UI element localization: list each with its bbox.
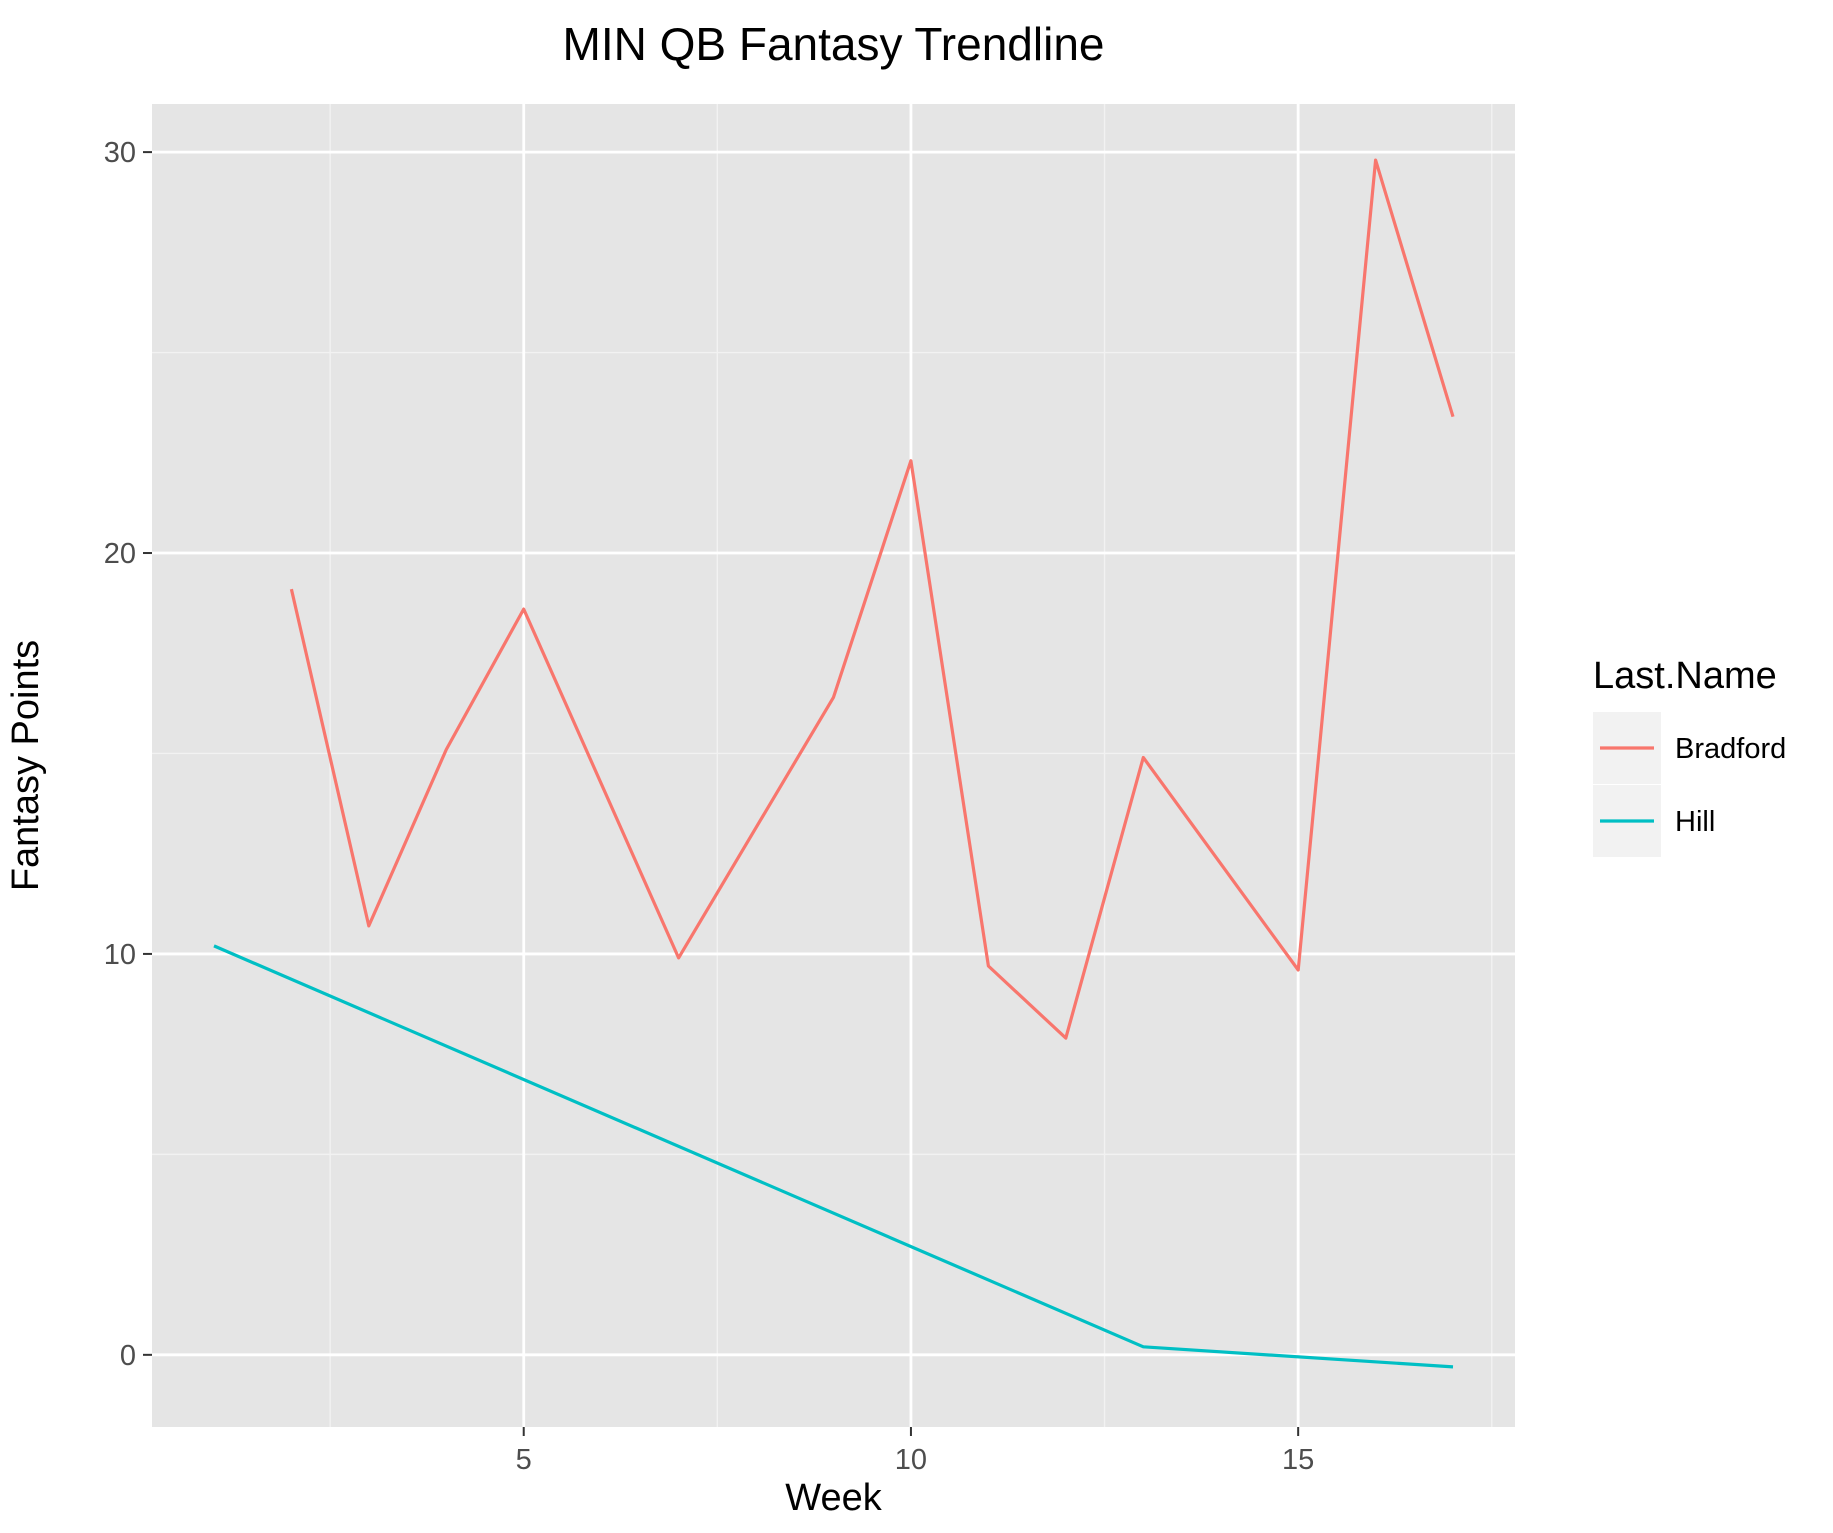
x-tick-label: 5 xyxy=(516,1444,532,1476)
series-layer xyxy=(213,158,1455,1369)
y-tick-label: 10 xyxy=(104,939,136,971)
legend-label-bradford: Bradford xyxy=(1675,733,1786,765)
series-line-hill xyxy=(213,944,1454,1369)
x-axis-title: Week xyxy=(785,1477,882,1519)
y-tick-label: 20 xyxy=(104,538,136,570)
x-tick-label: 10 xyxy=(895,1444,927,1476)
plot-panel xyxy=(152,104,1515,1427)
y-axis-title: Fantasy Points xyxy=(5,640,47,891)
series-line-bradford xyxy=(289,158,1455,1040)
x-tick-label: 15 xyxy=(1282,1444,1314,1476)
y-tick-label: 0 xyxy=(120,1340,136,1372)
x-axis: 5 10 15 xyxy=(516,1427,1314,1476)
legend-title: Last.Name xyxy=(1593,655,1777,697)
legend: Last.Name Bradford Hill xyxy=(1593,655,1786,857)
y-tick-label: 30 xyxy=(104,137,136,169)
legend-label-hill: Hill xyxy=(1675,806,1715,838)
y-axis: 0 10 20 30 xyxy=(104,137,152,1372)
minor-gridlines xyxy=(152,104,1515,1427)
chart-title: MIN QB Fantasy Trendline xyxy=(563,18,1105,70)
major-gridlines xyxy=(152,104,1515,1427)
